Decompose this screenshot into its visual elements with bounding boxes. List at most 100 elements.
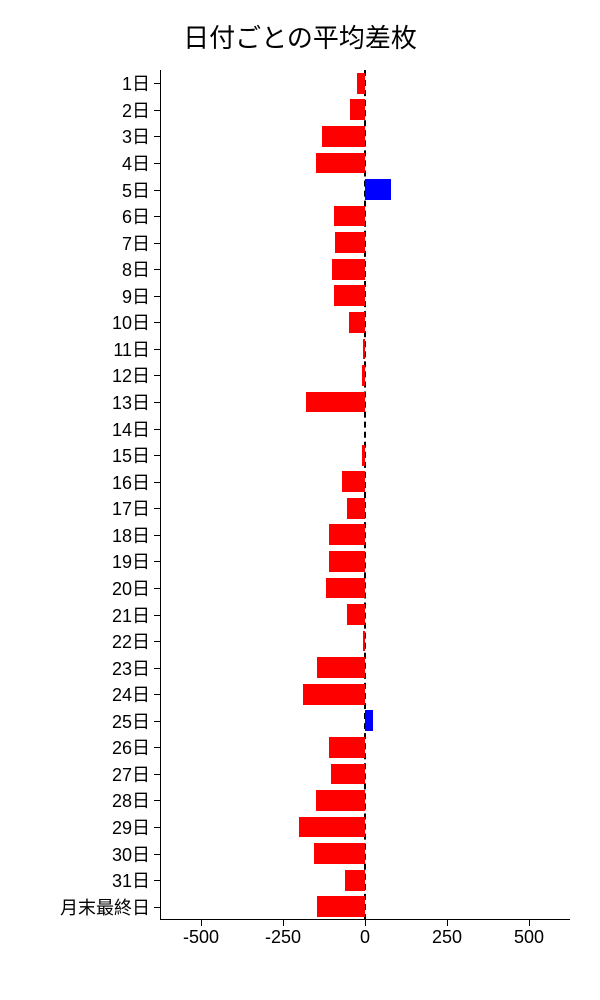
data-bar bbox=[362, 365, 365, 386]
y-tick bbox=[154, 615, 160, 616]
y-tick bbox=[154, 854, 160, 855]
y-tick bbox=[154, 243, 160, 244]
data-bar bbox=[365, 179, 391, 200]
x-tick-label: -500 bbox=[183, 927, 219, 948]
data-bar bbox=[363, 631, 365, 652]
y-tick bbox=[154, 190, 160, 191]
data-bar bbox=[316, 790, 365, 811]
data-bar bbox=[317, 896, 365, 917]
y-tick bbox=[154, 747, 160, 748]
plot-area: -500-25002505001日2日3日4日5日6日7日8日9日10日11日1… bbox=[160, 70, 570, 920]
x-tick bbox=[283, 920, 284, 926]
y-category-label: 13日 bbox=[112, 389, 150, 415]
x-tick bbox=[529, 920, 530, 926]
y-tick bbox=[154, 296, 160, 297]
data-bar bbox=[347, 498, 365, 519]
y-tick bbox=[154, 349, 160, 350]
data-bar bbox=[332, 259, 365, 280]
chart-container: 日付ごとの平均差枚 -500-25002505001日2日3日4日5日6日7日8… bbox=[0, 0, 600, 1000]
y-category-label: 20日 bbox=[112, 575, 150, 601]
data-bar bbox=[363, 339, 365, 360]
y-category-label: 24日 bbox=[112, 681, 150, 707]
data-bar bbox=[299, 817, 365, 838]
y-category-label: 22日 bbox=[112, 628, 150, 654]
data-bar bbox=[316, 153, 365, 174]
y-category-label: 19日 bbox=[112, 548, 150, 574]
data-bar bbox=[365, 710, 373, 731]
y-tick bbox=[154, 800, 160, 801]
y-category-label: 27日 bbox=[112, 761, 150, 787]
data-bar bbox=[345, 870, 365, 891]
y-category-label: 28日 bbox=[112, 787, 150, 813]
data-bar bbox=[334, 206, 365, 227]
data-bar bbox=[329, 737, 365, 758]
y-category-label: 11日 bbox=[113, 336, 150, 362]
y-axis-line bbox=[160, 70, 161, 920]
y-category-label: 2日 bbox=[122, 97, 150, 123]
y-category-label: 16日 bbox=[112, 469, 150, 495]
y-category-label: 6日 bbox=[122, 203, 150, 229]
x-tick-label: 0 bbox=[360, 927, 370, 948]
data-bar bbox=[362, 445, 365, 466]
data-bar bbox=[342, 471, 365, 492]
data-bar bbox=[331, 764, 365, 785]
y-category-label: 7日 bbox=[122, 230, 150, 256]
data-bar bbox=[329, 551, 365, 572]
y-category-label: 29日 bbox=[112, 814, 150, 840]
x-tick-label: 250 bbox=[432, 927, 462, 948]
y-tick bbox=[154, 827, 160, 828]
y-category-label: 23日 bbox=[112, 655, 150, 681]
y-tick bbox=[154, 455, 160, 456]
y-category-label: 26日 bbox=[112, 734, 150, 760]
y-tick bbox=[154, 216, 160, 217]
data-bar bbox=[314, 843, 365, 864]
data-bar bbox=[347, 604, 365, 625]
y-tick bbox=[154, 561, 160, 562]
y-tick bbox=[154, 641, 160, 642]
data-bar bbox=[306, 392, 365, 413]
y-category-label: 17日 bbox=[112, 495, 150, 521]
y-tick bbox=[154, 429, 160, 430]
y-tick bbox=[154, 482, 160, 483]
y-category-label: 9日 bbox=[122, 283, 150, 309]
y-category-label: 31日 bbox=[112, 867, 150, 893]
data-bar bbox=[329, 524, 365, 545]
y-tick bbox=[154, 588, 160, 589]
x-tick bbox=[365, 920, 366, 926]
y-tick bbox=[154, 668, 160, 669]
data-bar bbox=[334, 285, 365, 306]
y-category-label: 15日 bbox=[112, 442, 150, 468]
y-tick bbox=[154, 774, 160, 775]
data-bar bbox=[350, 99, 365, 120]
data-bar bbox=[335, 232, 365, 253]
data-bar bbox=[326, 578, 365, 599]
y-tick bbox=[154, 110, 160, 111]
x-tick-label: 500 bbox=[514, 927, 544, 948]
y-category-label: 21日 bbox=[112, 602, 150, 628]
y-tick bbox=[154, 83, 160, 84]
y-tick bbox=[154, 375, 160, 376]
y-tick bbox=[154, 535, 160, 536]
y-category-label: 1日 bbox=[122, 70, 150, 96]
y-tick bbox=[154, 508, 160, 509]
y-category-label: 12日 bbox=[112, 362, 150, 388]
y-category-label: 10日 bbox=[112, 309, 150, 335]
data-bar bbox=[303, 684, 365, 705]
y-category-label: 25日 bbox=[112, 708, 150, 734]
y-category-label: 8日 bbox=[122, 256, 150, 282]
data-bar bbox=[349, 312, 365, 333]
y-category-label: 月末最終日 bbox=[60, 894, 150, 920]
y-category-label: 3日 bbox=[122, 123, 150, 149]
data-bar bbox=[322, 126, 365, 147]
y-tick bbox=[154, 136, 160, 137]
y-category-label: 5日 bbox=[122, 177, 150, 203]
y-category-label: 14日 bbox=[112, 416, 150, 442]
y-tick bbox=[154, 402, 160, 403]
chart-title: 日付ごとの平均差枚 bbox=[0, 18, 600, 55]
x-tick bbox=[201, 920, 202, 926]
y-tick bbox=[154, 880, 160, 881]
y-tick bbox=[154, 269, 160, 270]
data-bar bbox=[357, 73, 365, 94]
y-tick bbox=[154, 694, 160, 695]
y-category-label: 30日 bbox=[112, 841, 150, 867]
